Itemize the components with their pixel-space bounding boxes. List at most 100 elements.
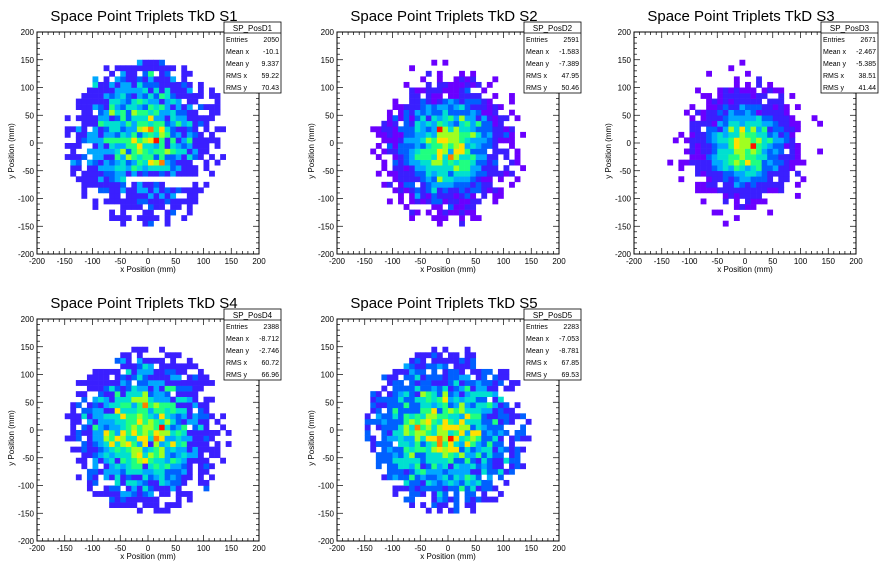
histogram-bin — [103, 435, 110, 442]
histogram-bin — [425, 430, 432, 436]
histogram-bin — [403, 452, 410, 459]
histogram-bin — [86, 181, 93, 188]
histogram-bin — [98, 424, 104, 431]
x-tick-label: -150 — [57, 544, 74, 553]
histogram-bin — [459, 418, 465, 425]
histogram-bin — [431, 363, 438, 370]
histogram-bin — [794, 143, 801, 149]
histogram-bin — [181, 126, 188, 133]
histogram-bin — [109, 165, 115, 172]
histogram-bin — [459, 159, 465, 166]
histogram-bin — [492, 137, 499, 144]
histogram-bin — [481, 496, 488, 503]
histogram-bin — [492, 131, 499, 138]
histogram-bin — [209, 154, 215, 160]
histogram-bin — [131, 452, 138, 459]
histogram-bin — [148, 468, 154, 475]
histogram-bin — [459, 209, 465, 216]
histogram-bin — [103, 159, 110, 166]
histogram-bin — [492, 115, 499, 122]
histogram-bin — [142, 104, 149, 110]
histogram-bin — [209, 131, 215, 138]
y-tick-label: -150 — [318, 222, 335, 231]
histogram-bin — [175, 391, 182, 397]
histogram-bin — [81, 430, 88, 436]
histogram-bin — [761, 148, 768, 155]
histogram-bin — [114, 181, 121, 188]
histogram-bin — [375, 396, 382, 403]
histogram-bin — [503, 148, 510, 155]
histogram-bin — [425, 435, 432, 442]
histogram-bin — [114, 143, 121, 149]
histogram-bin — [125, 430, 132, 436]
histogram-bin — [425, 374, 432, 381]
histogram-bin — [120, 380, 127, 386]
histogram-bin — [772, 143, 779, 149]
histogram-bin — [431, 413, 438, 420]
histogram-bin — [453, 491, 460, 497]
histogram-bin — [203, 148, 210, 155]
histogram-bin — [192, 418, 199, 425]
histogram-bin — [142, 391, 149, 397]
histogram-bin — [481, 143, 488, 149]
histogram-bin — [503, 368, 510, 375]
histogram-bin — [153, 115, 160, 122]
y-tick-label: -200 — [18, 537, 35, 546]
stats-value: 59.22 — [261, 73, 279, 80]
histogram-bin — [448, 204, 454, 210]
histogram-bin — [120, 468, 127, 475]
histogram-bin — [470, 441, 477, 447]
histogram-bin — [733, 104, 740, 110]
histogram-bin — [136, 137, 143, 144]
histogram-bin — [414, 491, 421, 497]
histogram-bin — [750, 187, 757, 194]
histogram-bin — [186, 170, 193, 177]
histogram-bin — [497, 368, 504, 375]
histogram-bin — [192, 170, 199, 177]
histogram-bin — [186, 70, 193, 77]
stats-label: Mean x — [226, 49, 249, 56]
histogram-bin — [409, 87, 415, 94]
histogram-bin — [197, 93, 204, 99]
histogram-bin — [453, 120, 460, 127]
histogram-bin — [142, 424, 149, 431]
histogram-bin — [403, 496, 410, 503]
histogram-bin — [92, 104, 99, 110]
histogram-bin — [414, 424, 421, 431]
histogram-bin — [403, 115, 410, 122]
histogram-bin — [109, 380, 115, 386]
histogram-bin — [153, 396, 160, 403]
histogram-bin — [153, 418, 160, 425]
histogram-bin — [722, 115, 729, 122]
histogram-bin — [794, 104, 801, 110]
stats-value: 38.51 — [858, 73, 876, 80]
histogram-bin — [459, 187, 465, 194]
x-tick-label: -100 — [84, 257, 101, 266]
histogram-bin — [86, 170, 93, 177]
stats-value: 70.43 — [261, 85, 279, 92]
histogram-bin — [448, 126, 454, 133]
histogram-bin — [403, 204, 410, 210]
histogram-bin — [442, 463, 449, 470]
y-tick-label: -200 — [318, 250, 335, 259]
histogram-bin — [209, 137, 215, 144]
histogram-bin — [733, 109, 740, 116]
histogram-bin — [70, 407, 77, 414]
histogram-bin — [475, 424, 482, 431]
histogram-bin — [470, 507, 477, 514]
histogram-bin — [475, 109, 482, 116]
histogram-bin — [475, 396, 482, 403]
histogram-bin — [497, 474, 504, 481]
histogram-bin — [86, 137, 93, 144]
histogram-bin — [459, 109, 465, 116]
histogram-bin — [503, 137, 510, 144]
histogram-bin — [153, 143, 160, 149]
stats-value: 9.337 — [261, 61, 279, 68]
histogram-bin — [453, 463, 460, 470]
histogram-bin — [203, 396, 210, 403]
histogram-bin — [125, 407, 132, 414]
histogram-bin — [436, 352, 443, 359]
histogram-bin — [203, 159, 210, 166]
histogram-bin — [745, 115, 751, 122]
histogram-bin — [92, 402, 99, 409]
